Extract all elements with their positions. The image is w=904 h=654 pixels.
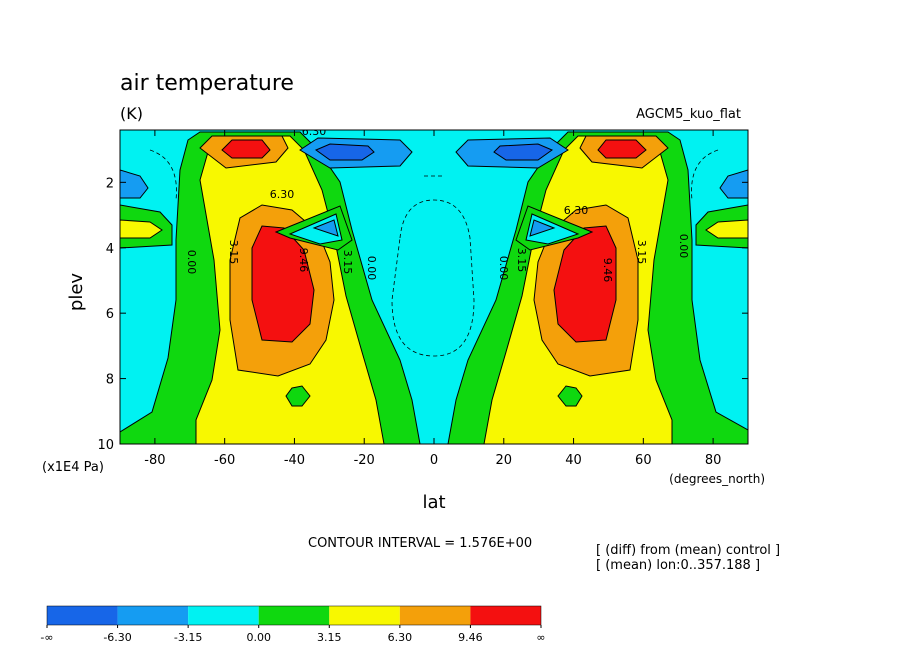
colorbar-label: 0.00 [246, 631, 271, 644]
y-tick-label: 8 [106, 373, 114, 388]
dblue-top-north [493, 143, 554, 161]
y-axis-label: plev [66, 273, 87, 312]
x-tick-label: 40 [565, 453, 582, 468]
units-label: (K) [120, 104, 143, 123]
contour-label-3c-south: 3.15 [341, 250, 354, 275]
dblue-top-south [314, 143, 375, 161]
x-tick-label: -40 [284, 453, 305, 468]
contour-label-6-north: 6.30 [564, 204, 589, 217]
contour-label-top: 6.30 [302, 125, 327, 138]
contour-label-3-north: 3.15 [635, 240, 648, 265]
x-axis-label: lat [422, 492, 445, 513]
x-tick-label: -20 [354, 453, 375, 468]
colorbar-swatch [47, 606, 118, 625]
note-diff: [ (diff) from (mean) control ] [596, 543, 780, 558]
colorbar-label: 6.30 [388, 631, 413, 644]
colorbar-swatch [329, 606, 400, 625]
x-tick-label: 60 [635, 453, 652, 468]
neg-contour-right-edge [691, 149, 719, 201]
colorbar-frame [46, 605, 542, 626]
y-axis-units: (x1E4 Pa) [42, 460, 104, 475]
colorbar-swatch [117, 606, 189, 625]
colorbar-label: ∞ [536, 631, 545, 644]
blue-streak-north [529, 219, 556, 237]
colorbar-swatch [258, 606, 330, 625]
y-tick-label: 6 [106, 307, 114, 322]
green-blob-north [557, 385, 583, 407]
contour-label-3-south: 3.15 [227, 240, 240, 265]
contour-label-9-south: 9.46 [297, 248, 310, 273]
contour-label-3c-north: 3.15 [515, 248, 528, 273]
contour-label-0-north: 0.00 [677, 234, 690, 259]
blue-streak-south [312, 219, 339, 237]
colorbar-swatch [470, 606, 541, 625]
x-tick-label: -60 [214, 453, 235, 468]
colorbar-label: -6.30 [103, 631, 131, 644]
colorbar-label: 3.15 [317, 631, 342, 644]
x-tick-label: 80 [705, 453, 722, 468]
contour-label-0c-south: 0.00 [365, 256, 378, 281]
x-tick-label: -80 [144, 453, 165, 468]
colorbar-swatch [188, 606, 259, 625]
contour-label-6-south: 6.30 [270, 188, 295, 201]
yellow-right-tongue [705, 219, 748, 239]
colorbar-swatch [399, 606, 471, 625]
y-tick-label: 10 [97, 438, 114, 453]
yellow-left-tongue [120, 219, 163, 239]
colorbar-label: -∞ [40, 631, 53, 644]
contour-label-9-north: 9.46 [601, 258, 614, 283]
contour-label-0c-north: 0.00 [497, 256, 510, 281]
red-top-north [597, 139, 647, 159]
colorbar-label: -3.15 [174, 631, 202, 644]
green-blob-south [285, 385, 311, 407]
neg-contour-left-edge [149, 149, 177, 201]
x-tick-label: 20 [496, 453, 513, 468]
colorbar: -∞ -6.30 -3.15 0.00 3.15 6.30 9.46 ∞ [40, 605, 546, 644]
y-tick-label: 2 [106, 176, 114, 191]
chart-title: air temperature [120, 71, 294, 96]
blue-edge-south [120, 169, 149, 199]
y-axis: 2 4 6 8 10 [97, 176, 748, 453]
x-axis: -80 -60 -40 -20 0 20 40 60 80 [144, 130, 721, 468]
contour-field: 0.00 3.15 6.30 9.46 3.15 0.00 0.00 3.15 6.30 9.46… [120, 125, 748, 444]
red-top-south [221, 139, 271, 159]
note-mean-lon: [ (mean) lon:0..357.188 ] [596, 558, 760, 573]
contour-label-0-south: 0.00 [185, 250, 198, 275]
x-axis-units: (degrees_north) [669, 472, 765, 486]
blue-edge-north [719, 169, 748, 199]
colorbar-label: 9.46 [458, 631, 483, 644]
x-tick-label: 0 [430, 453, 438, 468]
run-label: AGCM5_kuo_flat [636, 107, 741, 122]
contour-interval-text: CONTOUR INTERVAL = 1.576E+00 [308, 536, 532, 551]
y-tick-label: 4 [106, 242, 114, 257]
